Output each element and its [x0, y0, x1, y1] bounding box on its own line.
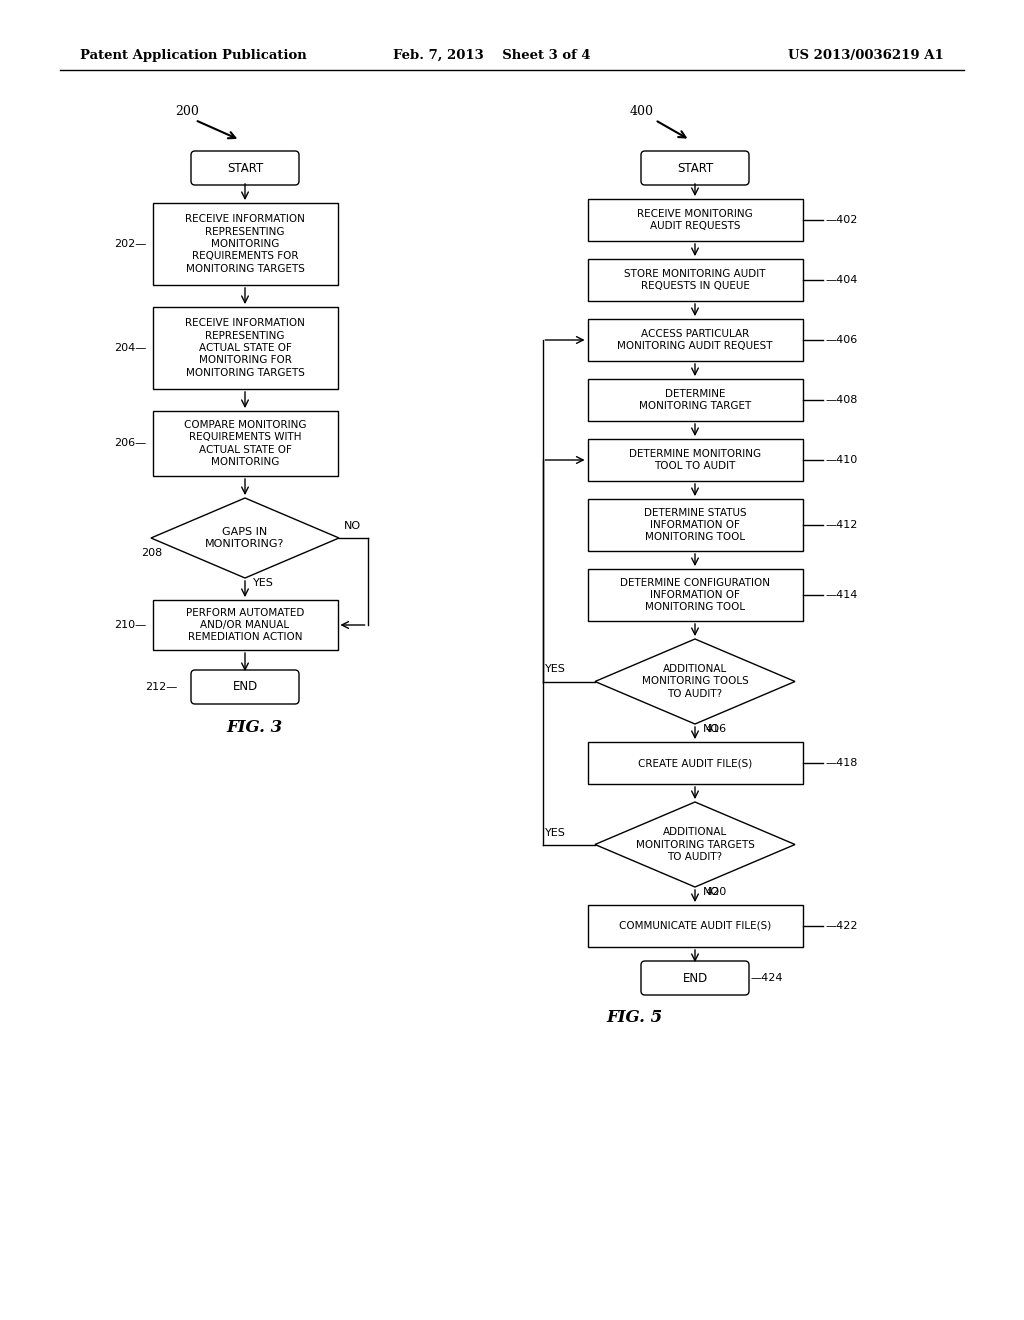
FancyBboxPatch shape — [641, 150, 749, 185]
Text: START: START — [677, 161, 713, 174]
Text: GAPS IN
MONITORING?: GAPS IN MONITORING? — [206, 527, 285, 549]
FancyBboxPatch shape — [641, 961, 749, 995]
Text: PERFORM AUTOMATED
AND/OR MANUAL
REMEDIATION ACTION: PERFORM AUTOMATED AND/OR MANUAL REMEDIAT… — [185, 607, 304, 643]
Text: 200: 200 — [175, 106, 199, 117]
Text: DETERMINE STATUS
INFORMATION OF
MONITORING TOOL: DETERMINE STATUS INFORMATION OF MONITORI… — [644, 508, 746, 543]
Polygon shape — [151, 498, 339, 578]
FancyBboxPatch shape — [588, 569, 803, 620]
Text: —424: —424 — [750, 973, 782, 983]
Text: 416: 416 — [705, 723, 726, 734]
Text: END: END — [682, 972, 708, 985]
Text: RECEIVE INFORMATION
REPRESENTING
ACTUAL STATE OF
MONITORING FOR
MONITORING TARGE: RECEIVE INFORMATION REPRESENTING ACTUAL … — [185, 318, 305, 378]
Text: Feb. 7, 2013    Sheet 3 of 4: Feb. 7, 2013 Sheet 3 of 4 — [393, 49, 591, 62]
Text: FIG. 3: FIG. 3 — [227, 718, 283, 735]
Text: NO: NO — [703, 723, 720, 734]
Text: DETERMINE CONFIGURATION
INFORMATION OF
MONITORING TOOL: DETERMINE CONFIGURATION INFORMATION OF M… — [620, 578, 770, 612]
Text: DETERMINE MONITORING
TOOL TO AUDIT: DETERMINE MONITORING TOOL TO AUDIT — [629, 449, 761, 471]
Text: —412: —412 — [825, 520, 858, 531]
Text: 202—: 202— — [115, 239, 146, 249]
Text: ADDITIONAL
MONITORING TARGETS
TO AUDIT?: ADDITIONAL MONITORING TARGETS TO AUDIT? — [636, 828, 755, 862]
Text: —404: —404 — [825, 275, 858, 285]
FancyBboxPatch shape — [588, 499, 803, 550]
Text: —418: —418 — [825, 758, 858, 768]
Text: 212—: 212— — [145, 682, 177, 692]
FancyBboxPatch shape — [588, 906, 803, 946]
Text: 206—: 206— — [115, 438, 146, 449]
FancyBboxPatch shape — [191, 671, 299, 704]
Text: —410: —410 — [825, 455, 858, 465]
Text: COMPARE MONITORING
REQUIREMENTS WITH
ACTUAL STATE OF
MONITORING: COMPARE MONITORING REQUIREMENTS WITH ACT… — [183, 420, 306, 467]
Text: FIG. 5: FIG. 5 — [607, 1010, 664, 1027]
Text: COMMUNICATE AUDIT FILE(S): COMMUNICATE AUDIT FILE(S) — [618, 921, 771, 931]
Text: ADDITIONAL
MONITORING TOOLS
TO AUDIT?: ADDITIONAL MONITORING TOOLS TO AUDIT? — [642, 664, 749, 698]
Text: RECEIVE INFORMATION
REPRESENTING
MONITORING
REQUIREMENTS FOR
MONITORING TARGETS: RECEIVE INFORMATION REPRESENTING MONITOR… — [185, 214, 305, 273]
Text: 204—: 204— — [115, 343, 146, 352]
Text: —414: —414 — [825, 590, 858, 601]
Text: YES: YES — [545, 664, 566, 675]
Text: 400: 400 — [630, 106, 654, 117]
Text: 210—: 210— — [115, 620, 146, 630]
Text: END: END — [232, 681, 258, 693]
Text: 208: 208 — [141, 548, 162, 558]
Text: NO: NO — [703, 887, 720, 898]
Text: START: START — [227, 161, 263, 174]
Text: STORE MONITORING AUDIT
REQUESTS IN QUEUE: STORE MONITORING AUDIT REQUESTS IN QUEUE — [625, 269, 766, 292]
FancyBboxPatch shape — [588, 199, 803, 242]
FancyBboxPatch shape — [588, 259, 803, 301]
Text: YES: YES — [253, 578, 273, 587]
FancyBboxPatch shape — [153, 601, 338, 649]
FancyBboxPatch shape — [153, 308, 338, 389]
Text: YES: YES — [545, 828, 566, 837]
FancyBboxPatch shape — [153, 411, 338, 477]
Text: US 2013/0036219 A1: US 2013/0036219 A1 — [788, 49, 944, 62]
Polygon shape — [595, 639, 795, 723]
FancyBboxPatch shape — [153, 203, 338, 285]
Text: Patent Application Publication: Patent Application Publication — [80, 49, 307, 62]
FancyBboxPatch shape — [588, 319, 803, 360]
FancyBboxPatch shape — [588, 379, 803, 421]
Text: RECEIVE MONITORING
AUDIT REQUESTS: RECEIVE MONITORING AUDIT REQUESTS — [637, 209, 753, 231]
Text: 420: 420 — [705, 887, 726, 898]
FancyBboxPatch shape — [588, 742, 803, 784]
Text: ACCESS PARTICULAR
MONITORING AUDIT REQUEST: ACCESS PARTICULAR MONITORING AUDIT REQUE… — [617, 329, 773, 351]
Text: DETERMINE
MONITORING TARGET: DETERMINE MONITORING TARGET — [639, 389, 752, 412]
Text: NO: NO — [344, 521, 361, 531]
Text: —422: —422 — [825, 921, 858, 931]
Text: —402: —402 — [825, 215, 858, 224]
FancyBboxPatch shape — [191, 150, 299, 185]
Text: CREATE AUDIT FILE(S): CREATE AUDIT FILE(S) — [638, 758, 752, 768]
FancyBboxPatch shape — [588, 440, 803, 480]
Text: —406: —406 — [825, 335, 858, 345]
Polygon shape — [595, 803, 795, 887]
Text: —408: —408 — [825, 395, 858, 405]
